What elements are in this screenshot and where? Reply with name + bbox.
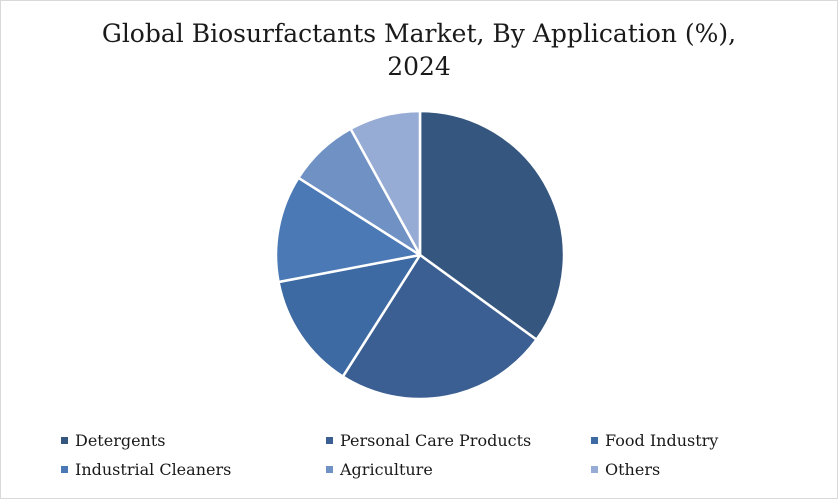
pie-slice-others [349,109,422,257]
pie-slice-industrial-cleaners [274,176,422,284]
pie-slice-detergents [418,109,566,341]
chart-legend: Detergents Personal Care Products Food I… [61,429,821,481]
chart-title: Global Biosurfactants Market, By Applica… [1,17,837,83]
legend-label: Industrial Cleaners [75,460,232,479]
chart-title-line1: Global Biosurfactants Market, By Applica… [101,19,737,48]
legend-item-personal-care-products: Personal Care Products [326,429,591,452]
legend-item-agriculture: Agriculture [326,458,591,481]
legend-label: Personal Care Products [340,431,532,450]
pie-slice-personal-care-products [341,253,538,401]
legend-item-industrial-cleaners: Industrial Cleaners [61,458,326,481]
legend-swatch [326,437,333,444]
pie-slice-food-industry [277,253,422,378]
legend-swatch [61,437,68,444]
legend-item-others: Others [591,458,821,481]
legend-swatch [326,466,333,473]
legend-swatch [591,437,598,444]
legend-swatch [591,466,598,473]
legend-label: Detergents [75,431,166,450]
legend-label: Others [605,460,661,479]
legend-item-food-industry: Food Industry [591,429,821,452]
chart-title-line2: 2024 [387,52,451,81]
legend-label: Food Industry [605,431,719,450]
legend-item-detergents: Detergents [61,429,326,452]
legend-swatch [61,466,68,473]
legend-label: Agriculture [340,460,433,479]
